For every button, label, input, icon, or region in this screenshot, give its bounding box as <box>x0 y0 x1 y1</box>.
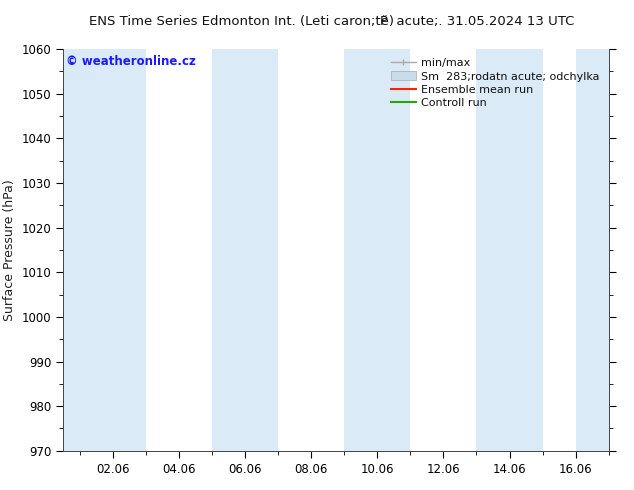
Bar <box>576 49 609 451</box>
Text: ENS Time Series Edmonton Int. (Leti caron;tě): ENS Time Series Edmonton Int. (Leti caro… <box>89 15 394 28</box>
Bar <box>477 49 543 451</box>
Bar <box>212 49 278 451</box>
Text: P  acute;. 31.05.2024 13 UTC: P acute;. 31.05.2024 13 UTC <box>380 15 575 28</box>
Text: © weatheronline.cz: © weatheronline.cz <box>66 55 196 68</box>
Y-axis label: Surface Pressure (hPa): Surface Pressure (hPa) <box>3 179 16 321</box>
Bar <box>63 49 146 451</box>
Legend: min/max, Sm  283;rodatn acute; odchylka, Ensemble mean run, Controll run: min/max, Sm 283;rodatn acute; odchylka, … <box>388 54 603 111</box>
Bar <box>344 49 410 451</box>
